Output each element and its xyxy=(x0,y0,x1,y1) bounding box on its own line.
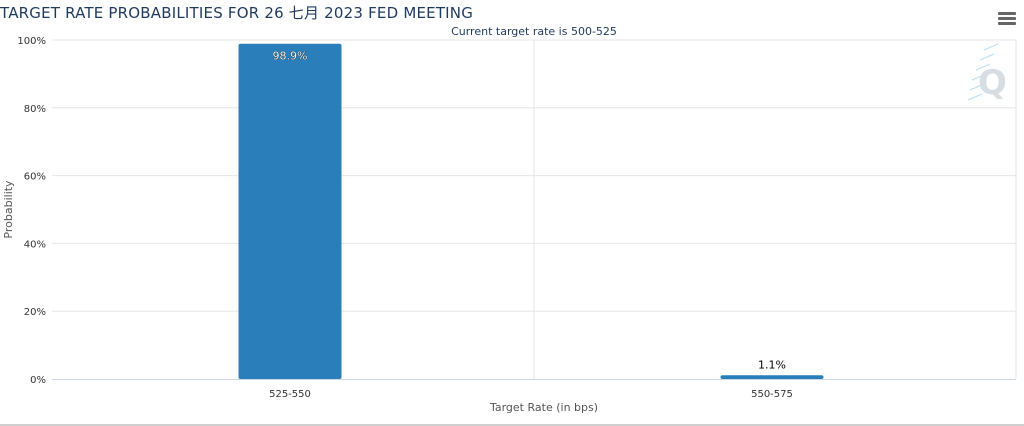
watermark-stroke xyxy=(979,53,995,61)
data-label: 1.1% xyxy=(758,358,786,371)
watermark-stroke xyxy=(971,73,987,81)
labels: 0% 20% 40% 60% 80% 100% Current target rate is… xyxy=(2,25,793,414)
watermark-stroke xyxy=(967,93,983,101)
bottom-border xyxy=(0,424,1024,426)
y-tick-label: 20% xyxy=(24,307,46,318)
y-tick-label: 0% xyxy=(30,375,46,386)
bars xyxy=(238,43,824,379)
hamburger-menu-icon[interactable] xyxy=(998,12,1016,26)
data-label: 98.9% xyxy=(273,50,308,63)
bar-525-550[interactable] xyxy=(238,43,342,379)
y-axis-title: Probability xyxy=(2,180,15,239)
watermark-logo: Q xyxy=(967,43,1007,103)
watermark-letter: Q xyxy=(978,63,1007,103)
chart-title: TARGET RATE PROBABILITIES FOR 26 七月 2023… xyxy=(0,4,474,22)
y-tick-label: 80% xyxy=(24,104,46,115)
x-axis-title: Target Rate (in bps) xyxy=(489,401,598,414)
chart-subtitle: Current target rate is 500-525 xyxy=(451,25,617,38)
watermark-stroke xyxy=(969,83,985,91)
x-tick-label: 525-550 xyxy=(269,389,311,400)
watermark-stroke xyxy=(975,63,991,71)
bar-550-575[interactable] xyxy=(720,375,824,379)
grid xyxy=(52,39,1017,379)
y-tick-label: 60% xyxy=(24,172,46,183)
y-tick-label: 40% xyxy=(24,239,46,250)
y-tick-label: 100% xyxy=(17,36,46,47)
x-tick-label: 550-575 xyxy=(751,389,793,400)
watermark-stroke xyxy=(983,43,999,51)
